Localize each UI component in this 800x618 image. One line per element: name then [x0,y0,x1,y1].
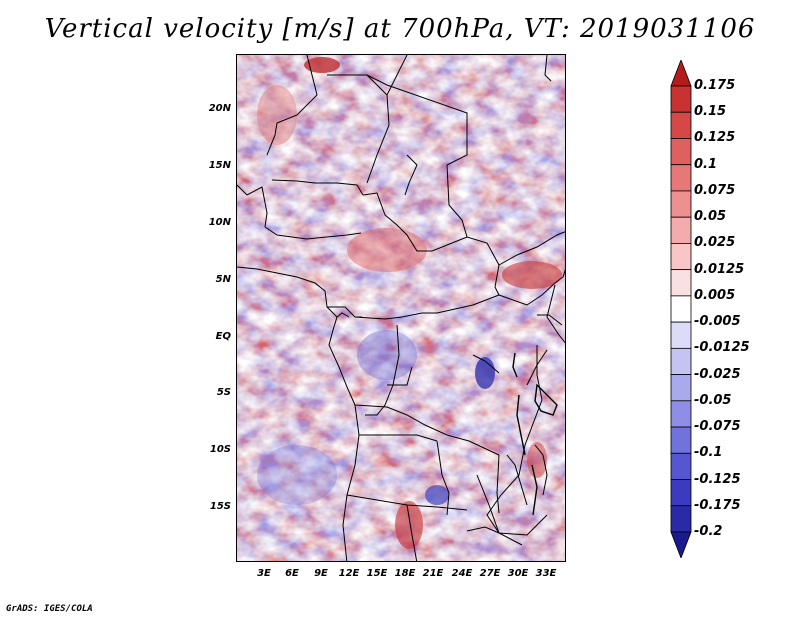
lon-label: 12E [338,568,360,579]
country-borders [237,55,565,561]
lon-label: 33E [535,568,557,579]
colorbar-segment [670,60,692,87]
colorbar-label: -0.1 [694,445,723,461]
colorbar-segment [670,426,692,454]
colorbar-label: 0.15 [694,104,727,120]
colorbar-segment [670,347,692,375]
colorbar-segment [670,216,692,244]
field-shading [237,55,565,561]
colorbar-label: 0.075 [694,182,736,198]
colorbar-segment [670,295,692,323]
colorbar-segment [670,400,692,428]
lon-label: 21E [422,568,444,579]
colorbar-label: -0.2 [694,524,723,539]
lat-label: 20N [208,103,231,114]
lat-label: 5S [216,387,231,398]
colorbar-label: -0.005 [694,314,741,330]
colorbar-label: -0.175 [694,497,741,513]
lon-label: 18E [394,568,416,579]
colorbar-label: 0.1 [694,156,718,172]
colorbar-label: -0.125 [694,471,741,487]
lat-label: 10S [209,444,231,455]
lon-label: 24E [451,568,473,579]
colorbar-segment [670,321,692,349]
map-plot-area [236,54,566,562]
chart-title: Vertical velocity [m/s] at 700hPa, VT: 2… [44,14,756,44]
colorbar-segment [670,531,692,558]
lon-label: 3E [257,568,271,579]
lat-label: EQ [215,331,231,342]
strong-cells [257,57,562,549]
lat-label: 15S [209,501,231,512]
colorbar-segments [670,60,692,558]
colorbar-segment [670,269,692,297]
colorbar-label: 0.025 [694,235,736,251]
colorbar-label: -0.025 [694,366,741,382]
vertical-velocity-field [237,55,565,561]
colorbar-segment [670,85,692,113]
colorbar-segment [670,243,692,271]
colorbar-label: 0.125 [694,130,736,146]
colorbar [670,60,692,558]
colorbar-label: 0.175 [694,78,736,93]
lat-label: 15N [208,160,231,171]
colorbar-segment [670,374,692,402]
colorbar-segment [670,164,692,192]
lon-label: 9E [314,568,328,579]
colorbar-label: 0.05 [694,209,727,225]
lon-label: 27E [479,568,501,579]
lat-label: 10N [208,217,231,228]
lon-label: 6E [285,568,299,579]
colorbar-segment [670,452,692,480]
colorbar-label: -0.075 [694,419,741,435]
colorbar-segment [670,479,692,507]
colorbar-segment [670,111,692,139]
colorbar-label: -0.05 [694,392,732,408]
colorbar-label: -0.0125 [694,340,750,356]
lon-label: 15E [366,568,388,579]
grads-credit: GrADS: IGES/COLA [6,604,93,614]
lat-label: 5N [215,274,231,285]
lon-label: 30E [507,568,529,579]
colorbar-segment [670,505,692,533]
lakes [512,352,558,516]
colorbar-segment [670,190,692,218]
colorbar-label: 0.0125 [694,261,745,277]
colorbar-segment [670,138,692,166]
colorbar-label: 0.005 [694,287,736,303]
